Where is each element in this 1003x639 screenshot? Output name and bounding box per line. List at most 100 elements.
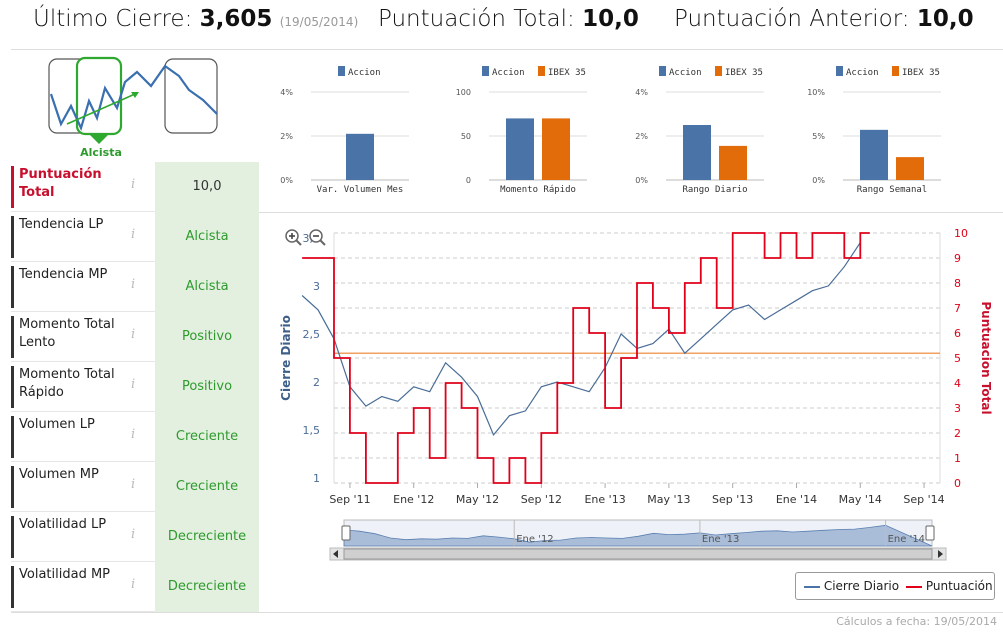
navigator-handle-left[interactable]: [341, 525, 351, 541]
x-tick: Ene '13: [584, 493, 625, 506]
info-icon[interactable]: i: [131, 527, 136, 542]
y-tick: 2%: [635, 132, 648, 141]
legend-close-swatch: [804, 585, 820, 588]
scroll-left-icon[interactable]: [333, 550, 338, 558]
total-score-label: Puntuación Total:: [378, 6, 575, 32]
legend-swatch: [836, 66, 843, 76]
series-close-line: [301, 242, 861, 437]
info-icon[interactable]: i: [131, 227, 136, 242]
indicator-row: Puntuación Total i 10,0: [11, 162, 259, 212]
legend-label: Accion: [492, 68, 525, 78]
y2-tick: 6: [954, 327, 961, 340]
header-divider: [11, 49, 1003, 50]
y-tick: 2%: [280, 132, 293, 141]
y-tick: 10%: [807, 88, 825, 97]
info-icon[interactable]: i: [131, 577, 136, 592]
zoom-out-icon[interactable]: [309, 229, 326, 246]
y2-tick: 8: [954, 277, 961, 290]
y-tick: 0: [466, 176, 471, 185]
scroll-right-icon[interactable]: [938, 550, 943, 558]
legend-score[interactable]: Puntuación: [906, 579, 993, 593]
legend-swatch: [659, 66, 666, 76]
indicator-row: Tendencia MP i Alcista: [11, 262, 259, 312]
y-axis-label: Cierre Diario: [279, 315, 293, 401]
section-divider: [259, 212, 1003, 213]
indicator-value: 10,0: [155, 162, 259, 212]
bar: [719, 145, 747, 180]
navigator-tick: Ene '13: [702, 534, 739, 545]
previous-score: Puntuación Anterior: 10,0: [674, 6, 974, 32]
total-score: Puntuación Total: 10,0: [378, 6, 639, 32]
legend-swatch: [892, 66, 899, 76]
y-tick: 0%: [635, 176, 648, 185]
indicator-label: Momento Total Rápido: [11, 366, 136, 408]
y-tick: 5%: [812, 132, 825, 141]
bar: [896, 157, 924, 180]
x-tick: Sep '12: [521, 493, 562, 506]
y-tick: 2,5: [303, 328, 321, 341]
bar: [683, 125, 711, 180]
header: Último Cierre: 3,605 (19/05/2014) Puntua…: [0, 0, 1003, 46]
legend-label: Accion: [669, 68, 702, 78]
y-tick: 2: [313, 376, 320, 389]
mini-chart-title: Var. Volumen Mes: [317, 185, 404, 195]
indicator-value: Alcista: [155, 262, 259, 312]
x-tick: Ene '14: [776, 493, 817, 506]
zoom-in-icon[interactable]: [285, 229, 302, 246]
legend-swatch: [538, 66, 545, 76]
y2-tick: 9: [954, 252, 961, 265]
legend-swatch: [338, 66, 345, 76]
legend-close[interactable]: Cierre Diario: [804, 579, 899, 593]
indicator-label: Momento Total Lento: [11, 316, 136, 358]
info-icon[interactable]: i: [131, 427, 136, 442]
indicator-value: Creciente: [155, 462, 259, 512]
logo-price-line: [49, 64, 218, 132]
mini-chart-rango-diario: Accion IBEX 35 4% 2% 0% Rango Diario: [635, 66, 764, 195]
y-tick: 100: [456, 88, 471, 97]
info-icon[interactable]: i: [131, 277, 136, 292]
indicator-value: Positivo: [155, 362, 259, 412]
y2-tick: 4: [954, 377, 961, 390]
zoom-in-icon-handle: [295, 239, 302, 246]
info-icon[interactable]: i: [131, 177, 136, 192]
indicator-label: Volatilidad LP: [11, 516, 136, 558]
mini-chart-var-volumen: Accion 4% 2% 0% Var. Volumen Mes: [280, 66, 409, 195]
x-tick: May '12: [456, 493, 499, 506]
y-tick: 1,5: [303, 424, 321, 437]
scrollbar-thumb[interactable]: [343, 548, 933, 560]
y-tick: 0%: [812, 176, 825, 185]
info-icon[interactable]: i: [131, 377, 136, 392]
y2-tick: 1: [954, 452, 961, 465]
logo-pointer: [89, 134, 109, 144]
indicator-value: Creciente: [155, 412, 259, 462]
bar: [346, 133, 374, 180]
indicator-label: Puntuación Total: [11, 166, 136, 208]
indicator-row: Volatilidad MP i Decreciente: [11, 562, 259, 612]
info-icon[interactable]: i: [131, 477, 136, 492]
x-tick: May '13: [647, 493, 690, 506]
navigator-tick: Ene '12: [516, 534, 553, 545]
indicator-value: Decreciente: [155, 512, 259, 562]
bar: [860, 129, 888, 180]
logo-arrow-head: [131, 92, 139, 98]
indicator-label: Volumen LP: [11, 416, 136, 458]
info-icon[interactable]: i: [131, 327, 136, 342]
indicator-label: Tendencia LP: [11, 216, 136, 258]
navigator-handle-right[interactable]: [925, 525, 935, 541]
y-tick: 0%: [280, 176, 293, 185]
mini-chart-title: Rango Diario: [682, 185, 747, 195]
legend-close-label: Cierre Diario: [823, 579, 900, 593]
mini-chart-title: Momento Rápido: [500, 185, 576, 195]
chart-legend[interactable]: Cierre Diario Puntuación: [795, 572, 995, 600]
bar: [542, 118, 570, 180]
logo-trend-arrow: [66, 93, 136, 125]
y-tick: 4%: [280, 88, 293, 97]
previous-score-value: 10,0: [916, 6, 974, 32]
y2-tick: 7: [954, 302, 961, 315]
last-close-label: Último Cierre:: [33, 6, 193, 32]
legend-label: IBEX 35: [548, 68, 586, 78]
x-tick: Sep '11: [329, 493, 370, 506]
indicator-label: Tendencia MP: [11, 266, 136, 308]
logo-frame-right: [164, 58, 218, 134]
indicator-row: Volumen LP i Creciente: [11, 412, 259, 462]
